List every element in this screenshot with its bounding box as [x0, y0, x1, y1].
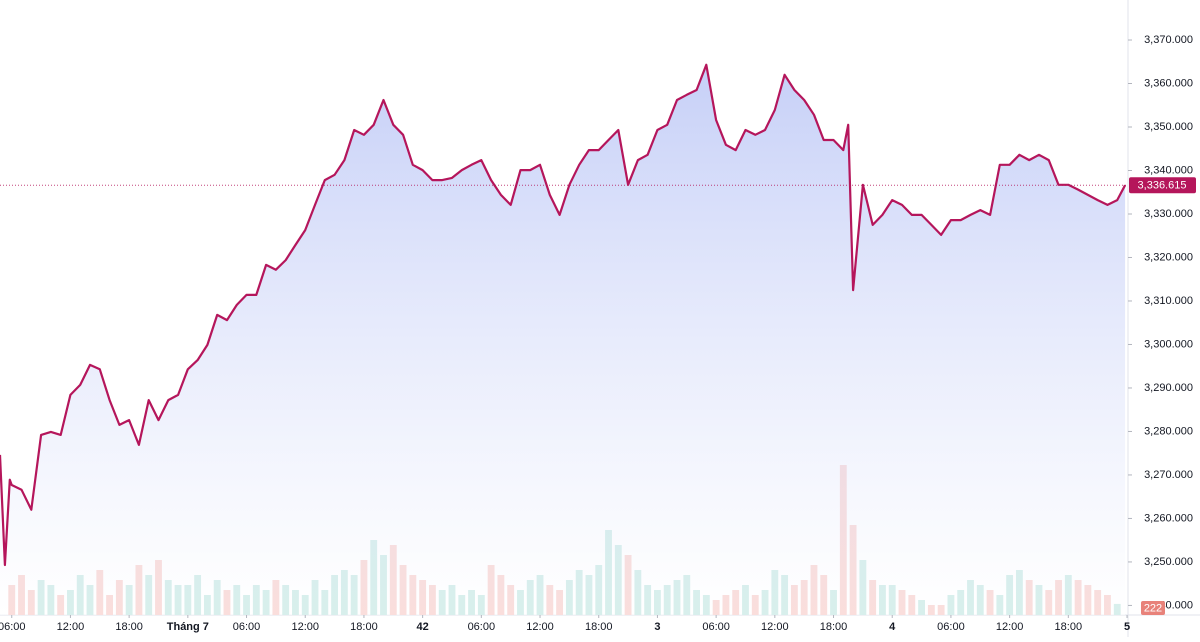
- y-tick-label: 3,260.000: [1144, 512, 1193, 524]
- x-tick-label: 5: [1124, 621, 1130, 633]
- y-tick-label: 3,370.000: [1144, 34, 1193, 46]
- y-tick-label: 3,310.000: [1144, 295, 1193, 307]
- price-line: [0, 63, 1127, 567]
- x-tick-label: 06:00: [937, 621, 965, 633]
- x-tick-label: 18:00: [820, 621, 848, 633]
- y-tick-label: 3,320.000: [1144, 251, 1193, 263]
- x-tick-label: 18:00: [1055, 621, 1083, 633]
- x-tick-label: 18:00: [585, 621, 613, 633]
- y-tick-label: 3,290.000: [1144, 382, 1193, 394]
- x-tick-label: 42: [417, 621, 429, 633]
- last-volume-label: 222: [1144, 602, 1162, 614]
- y-tick-label: 3,350.000: [1144, 121, 1193, 133]
- y-tick-label: 3,270.000: [1144, 469, 1193, 481]
- y-tick-label: 3,340.000: [1144, 164, 1193, 176]
- x-tick-label: 12:00: [996, 621, 1024, 633]
- x-tick-label: Tháng 7: [167, 621, 209, 633]
- x-tick-label: 18:00: [350, 621, 378, 633]
- last-price-tag: [1129, 177, 1196, 194]
- x-tick-label: 06:00: [233, 621, 261, 633]
- x-tick-label: 06:00: [702, 621, 730, 633]
- x-tick-label: 12:00: [761, 621, 789, 633]
- x-tick-label: 12:00: [526, 621, 554, 633]
- y-tick-label: 3,330.000: [1144, 208, 1193, 220]
- y-tick-label: 3,300.000: [1144, 338, 1193, 350]
- last-price-label: 3,336.615: [1138, 180, 1187, 192]
- x-tick-label: 06:00: [468, 621, 496, 633]
- x-tick-label: 06:00: [0, 621, 26, 633]
- x-tick-label: 12:00: [57, 621, 85, 633]
- x-tick-label: 3: [654, 621, 660, 633]
- y-tick-label: 3,250.000: [1144, 556, 1193, 568]
- x-tick-label: 12:00: [291, 621, 319, 633]
- y-tick-label: 3,360.000: [1144, 77, 1193, 89]
- x-tick-label: 4: [889, 621, 896, 633]
- y-tick-label: 3,280.000: [1144, 425, 1193, 437]
- price-area: [0, 64, 1126, 616]
- x-tick-label: 18:00: [115, 621, 143, 633]
- last-volume-tag: [1141, 601, 1165, 615]
